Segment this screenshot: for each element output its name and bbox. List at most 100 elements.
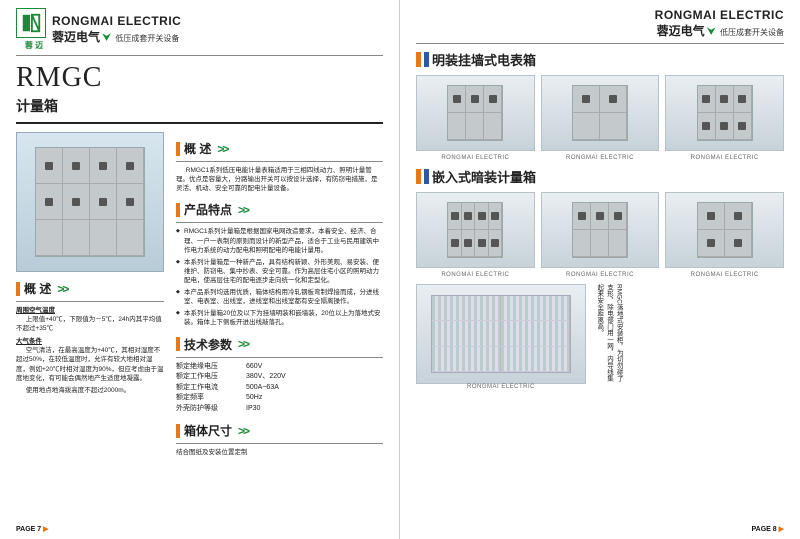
- section-bar-icon: [176, 424, 180, 438]
- desc-text: RMGC1系列低压电能计量表箱适用于三相四线动力、照明计量管理。优点是容量大，分…: [176, 166, 383, 193]
- spec-row: 额定绝缘电压660V: [176, 362, 383, 373]
- feature-item: 本系列计量箱是一种新产品，具有结构新颖、外形美观、易安装、便维护、防窃电、集中抄…: [176, 258, 383, 286]
- desc-head: 概 述 >>: [176, 140, 383, 157]
- brand-cn: 蓉迈电气: [657, 22, 705, 39]
- left-wide-col: 概 述 >> RMGC1系列低压电能计量表箱适用于三相四线动力、照明计量管理。优…: [176, 132, 383, 457]
- bar-orange-icon: [416, 52, 421, 67]
- spec-row: 额定工作电流500A~63A: [176, 383, 383, 394]
- brand-sub: 低压成套开关设备: [720, 27, 784, 38]
- section-2-label: 嵌入式暗装计量箱: [432, 167, 536, 186]
- left-narrow-col: 概 述 >> 周围空气温度 上限值+40℃，下限值为－5℃，24h内其平均值不超…: [16, 132, 164, 457]
- page-right: RONGMAI ELECTRIC 蓉迈电气 ⮟ 低压成套开关设备 明装挂墙式电表…: [400, 0, 800, 539]
- page-left: 蓉 迈 RONGMAI ELECTRIC 蓉迈电气 ⮟ 低压成套开关设备 RMG…: [0, 0, 400, 539]
- caption-row-3: RONGMAI ELECTRIC: [416, 384, 586, 390]
- left-columns: 概 述 >> 周围空气温度 上限值+40℃，下限值为－5℃，24h内其平均值不超…: [16, 132, 383, 457]
- thumb-row-1: [416, 75, 784, 151]
- brand-en: RONGMAI ELECTRIC: [52, 14, 181, 28]
- chevron-icon: >>: [57, 282, 67, 296]
- spec-head-label: 技术参数: [184, 336, 232, 353]
- logo-block: 蓉 迈: [16, 8, 52, 51]
- logo-icon: [16, 8, 46, 38]
- env-temp-text: 上限值+40℃，下限值为－5℃，24h内其平均值不超过+35℃: [16, 315, 164, 333]
- chevron-icon: >>: [238, 424, 248, 438]
- vertical-note: RMGC落地式安装柜，为切勿碰了支形，除电部门用一网，内导线集起来安全距离高。: [594, 284, 623, 384]
- chevron-icon: >>: [217, 142, 227, 156]
- brand-en: RONGMAI ELECTRIC: [655, 8, 784, 22]
- caption: RONGMAI ELECTRIC: [416, 272, 535, 278]
- thumb: [416, 192, 535, 268]
- bar-blue-icon: [424, 52, 429, 67]
- overview-head-left: 概 述 >>: [16, 280, 164, 297]
- section-2-head: 嵌入式暗装计量箱: [416, 167, 784, 186]
- caption-row-2: RONGMAI ELECTRIC RONGMAI ELECTRIC RONGMA…: [416, 272, 784, 278]
- section-rule: [176, 443, 383, 444]
- chevron-icon: >>: [238, 203, 248, 217]
- env-temp-label: 周围空气温度: [16, 306, 164, 315]
- spec-table: 额定绝缘电压660V 额定工作电压380V、220V 额定工作电流500A~63…: [176, 362, 383, 415]
- feature-item: RMGC1系列计量箱是根据国家电网改造要求，本着安全、经济、合理、一户一表制的原…: [176, 227, 383, 255]
- spec-row: 外壳防护等级IP30: [176, 404, 383, 415]
- brand-stack: RONGMAI ELECTRIC 蓉迈电气 ⮟ 低压成套开关设备: [52, 14, 181, 45]
- section-1-head: 明装挂墙式电表箱: [416, 50, 784, 69]
- chevron-icon: >>: [238, 337, 248, 351]
- caption: RONGMAI ELECTRIC: [416, 384, 586, 390]
- thumb: [665, 75, 784, 151]
- feat-head-label: 产品特点: [184, 201, 232, 218]
- size-head-label: 箱体尺寸: [184, 422, 232, 439]
- brand-arrow-icon: ⮟: [707, 26, 716, 39]
- main-title: RMGC: [16, 62, 383, 94]
- spec-row: 额定频率50Hz: [176, 393, 383, 404]
- page-number-left: PAGE 7 ▶: [16, 525, 49, 533]
- overview-head-label: 概 述: [24, 280, 51, 297]
- feature-item: 本系列计量箱20位及以下为挂墙明装和嵌墙装，20位以上为落地式安装。箱体上下侧板…: [176, 309, 383, 328]
- bar-blue-icon: [424, 169, 429, 184]
- spec-row: 额定工作电压380V、220V: [176, 372, 383, 383]
- brand-sub: 低压成套开关设备: [115, 33, 179, 44]
- feat-head: 产品特点 >>: [176, 201, 383, 218]
- feature-item: 本产品系列均选用优质，箱体结构用冷轧钢板弯制焊接而成，分进线室、电表室、出线室，…: [176, 288, 383, 307]
- size-text: 结合图纸及安装位置定制: [176, 448, 383, 457]
- section-bar-icon: [16, 282, 20, 296]
- caption-row-1: RONGMAI ELECTRIC RONGMAI ELECTRIC RONGMA…: [416, 155, 784, 161]
- brand-stack: RONGMAI ELECTRIC 蓉迈电气 ⮟ 低压成套开关设备: [655, 8, 784, 39]
- section-rule: [16, 301, 164, 302]
- thumb: [665, 192, 784, 268]
- brand-arrow-icon: ⮟: [102, 32, 111, 45]
- env-alt-text: 使用地点地海拨高度不超过2000m。: [16, 386, 164, 395]
- cabinet-graphic: [35, 147, 145, 257]
- bottom-row: RMGC落地式安装柜，为切勿碰了支形，除电部门用一网，内导线集起来安全距离高。: [416, 284, 784, 384]
- logo-cn-text: 蓉 迈: [16, 40, 52, 51]
- size-head: 箱体尺寸 >>: [176, 422, 383, 439]
- env-air-label: 大气条件: [16, 337, 164, 346]
- feature-list: RMGC1系列计量箱是根据国家电网改造要求，本着安全、经济、合理、一户一表制的原…: [176, 227, 383, 327]
- thumb: [541, 75, 660, 151]
- desc-head-label: 概 述: [184, 140, 211, 157]
- caption: RONGMAI ELECTRIC: [541, 272, 660, 278]
- page-num-text: PAGE 7: [16, 526, 41, 533]
- caption: RONGMAI ELECTRIC: [541, 155, 660, 161]
- caption: RONGMAI ELECTRIC: [665, 272, 784, 278]
- page-number-right: PAGE 8 ▶: [752, 525, 785, 533]
- section-bar-icon: [176, 142, 180, 156]
- section-rule: [176, 222, 383, 223]
- triangle-icon: ▶: [43, 526, 48, 533]
- caption: RONGMAI ELECTRIC: [416, 155, 535, 161]
- header-left: 蓉 迈 RONGMAI ELECTRIC 蓉迈电气 ⮟ 低压成套开关设备: [16, 8, 383, 56]
- spec-head: 技术参数 >>: [176, 336, 383, 353]
- thumb: [416, 75, 535, 151]
- main-subtitle: 计量箱: [16, 96, 383, 116]
- section-rule: [176, 357, 383, 358]
- section-bar-icon: [176, 203, 180, 217]
- triangle-icon: ▶: [779, 526, 784, 533]
- section-1-label: 明装挂墙式电表箱: [432, 50, 536, 69]
- env-air-text: 空气清洁，在最高温度为+40℃，其相对湿度不超过50%，在较低温度时，允许有较大…: [16, 346, 164, 382]
- header-right: RONGMAI ELECTRIC 蓉迈电气 ⮟ 低压成套开关设备: [416, 8, 784, 44]
- section-rule: [176, 161, 383, 162]
- title-rule: [16, 122, 383, 124]
- bar-orange-icon: [416, 169, 421, 184]
- page-num-text: PAGE 8: [752, 526, 777, 533]
- caption: RONGMAI ELECTRIC: [665, 155, 784, 161]
- thumb-row-2: [416, 192, 784, 268]
- thumb: [541, 192, 660, 268]
- product-image: [16, 132, 164, 272]
